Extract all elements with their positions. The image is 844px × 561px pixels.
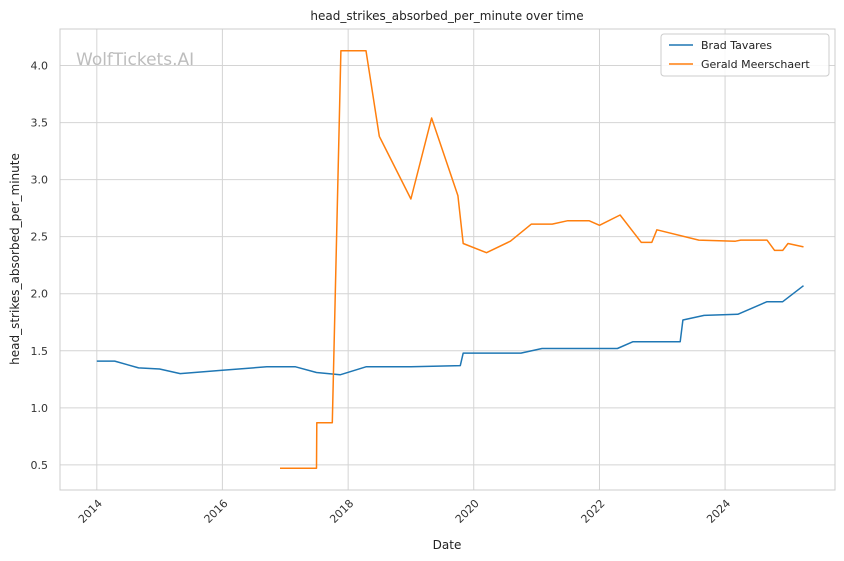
plot-frame [59, 28, 836, 491]
series-line-brad-tavares [96, 285, 804, 376]
legend-box [660, 33, 830, 77]
legend-label-gerald-meerschaert: Gerald Meerschaert [701, 58, 810, 71]
legend: Brad Tavares Gerald Meerschaert [660, 33, 830, 77]
y-ticks: 0.5 1.0 1.5 2.0 2.5 3.0 3.5 4.0 [31, 60, 49, 472]
y-axis-title: head_strikes_absorbed_per_minute [8, 153, 22, 365]
y-tick-label-2-0: 2.0 [31, 288, 49, 301]
watermark: WolfTickets.AI [76, 50, 194, 70]
y-tick-label-3-0: 3.0 [31, 174, 49, 187]
y-tick-label-0-5: 0.5 [31, 459, 49, 472]
x-axis-title: Date [433, 538, 462, 552]
y-tick-label-1-5: 1.5 [31, 345, 49, 358]
series-layer [96, 49, 804, 470]
chart-title: head_strikes_absorbed_per_minute over ti… [310, 9, 583, 23]
y-tick-label-3-5: 3.5 [31, 117, 49, 130]
series-line-gerald-meerschaert [280, 49, 804, 470]
y-tick-label-2-5: 2.5 [31, 231, 49, 244]
y-tick-label-4-0: 4.0 [31, 60, 49, 73]
legend-label-brad-tavares: Brad Tavares [701, 39, 772, 52]
y-tick-label-1-0: 1.0 [31, 402, 49, 415]
